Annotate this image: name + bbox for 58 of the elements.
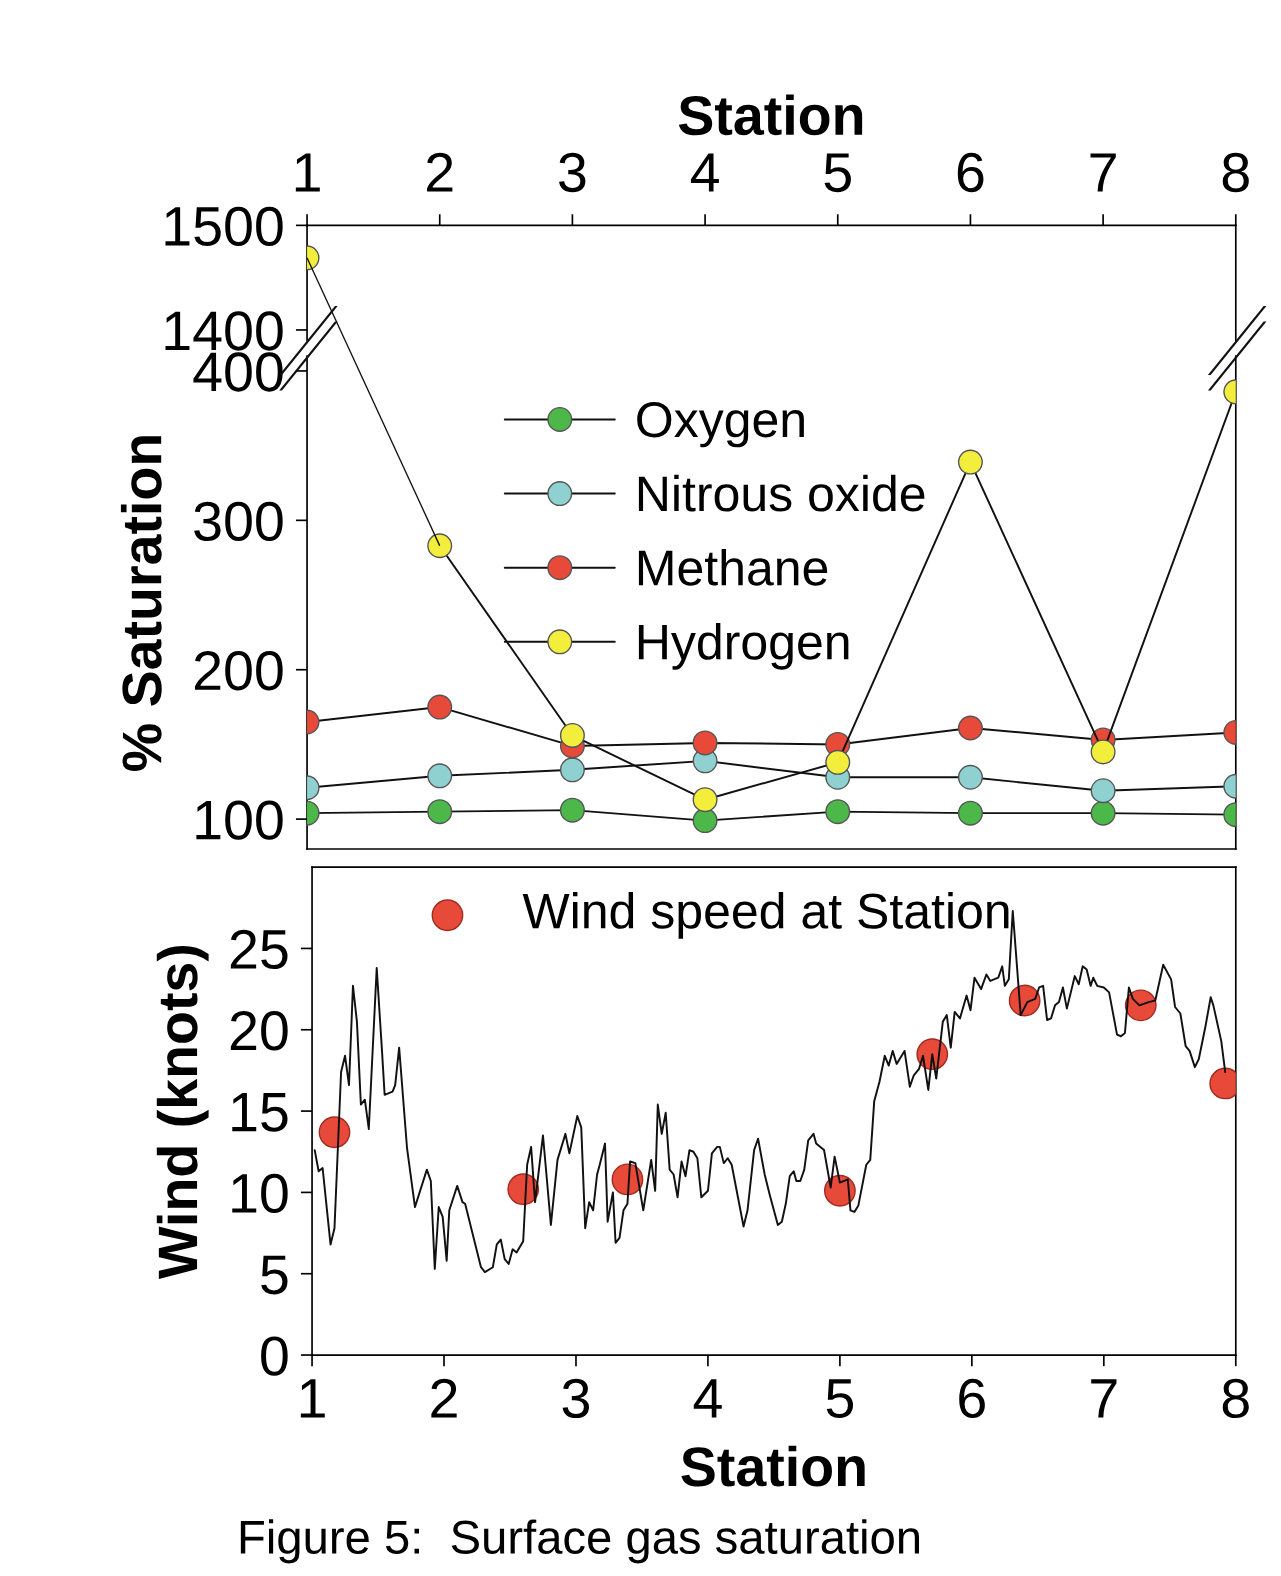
caption: Figure 5: Surface gas saturation	[240, 1519, 920, 1564]
y-tick-label: 0	[261, 1336, 288, 1376]
y-axis-title: Wind (knots)	[156, 945, 209, 1279]
x-tick-label: 7	[1091, 1379, 1117, 1418]
legend-label: Hydrogen	[638, 623, 849, 670]
x-tick-label: 1	[300, 1379, 325, 1418]
y-tick-label: 400	[193, 352, 283, 392]
point	[825, 749, 851, 775]
point	[1090, 800, 1116, 826]
point	[692, 730, 718, 756]
y-axis-title: % Saturation	[120, 436, 162, 771]
point	[1090, 739, 1116, 765]
legend-label: Oxygen	[637, 402, 804, 448]
legend-label: Methane	[638, 548, 828, 586]
legend-label: Wind speed at Station	[522, 892, 1009, 939]
y-tick-label: 25	[230, 929, 288, 970]
point	[957, 800, 983, 826]
point	[957, 764, 983, 790]
y-tick-label: 1400	[165, 311, 283, 351]
point	[427, 799, 453, 825]
y-tick-label: 15	[232, 1092, 288, 1132]
x-tick-label: 6	[957, 152, 984, 193]
x-tick-label: 8	[1222, 152, 1249, 193]
legend-label: Nitrous oxide	[638, 474, 925, 512]
y-tick-label: 300	[194, 501, 283, 542]
y-tick-label: 20	[230, 1011, 288, 1051]
y-tick-label: 1500	[165, 206, 283, 247]
point	[559, 757, 585, 783]
x-axis-title: Station	[681, 1445, 865, 1487]
x-tick-label: 2	[431, 1378, 457, 1418]
x-tick-label: 6	[959, 1378, 985, 1419]
point	[825, 799, 851, 825]
x-tick-label: 5	[826, 1379, 854, 1419]
point	[318, 1116, 351, 1149]
x-tick-label: 1	[295, 153, 320, 192]
point	[957, 449, 983, 475]
point	[427, 694, 453, 720]
point	[427, 763, 453, 789]
x-tick-label: 7	[1090, 153, 1116, 192]
y-tick-label: 100	[196, 800, 283, 840]
point	[692, 787, 718, 813]
x-axis-title: Station	[678, 94, 863, 136]
y-tick-label: 200	[194, 651, 283, 691]
point	[1090, 778, 1116, 804]
y-tick-label: 10	[232, 1173, 288, 1214]
x-tick-label: 5	[824, 153, 851, 193]
x-tick-label: 3	[559, 152, 586, 193]
x-tick-label: 2	[427, 152, 453, 192]
point	[559, 797, 585, 823]
point	[957, 715, 983, 741]
x-tick-label: 4	[693, 1379, 722, 1418]
x-tick-label: 3	[562, 1378, 589, 1419]
point	[559, 722, 585, 748]
point	[692, 808, 718, 834]
x-tick-label: 4	[690, 153, 719, 192]
point	[427, 533, 453, 559]
y-tick-label: 5	[261, 1255, 288, 1295]
x-tick-label: 8	[1222, 1378, 1249, 1419]
